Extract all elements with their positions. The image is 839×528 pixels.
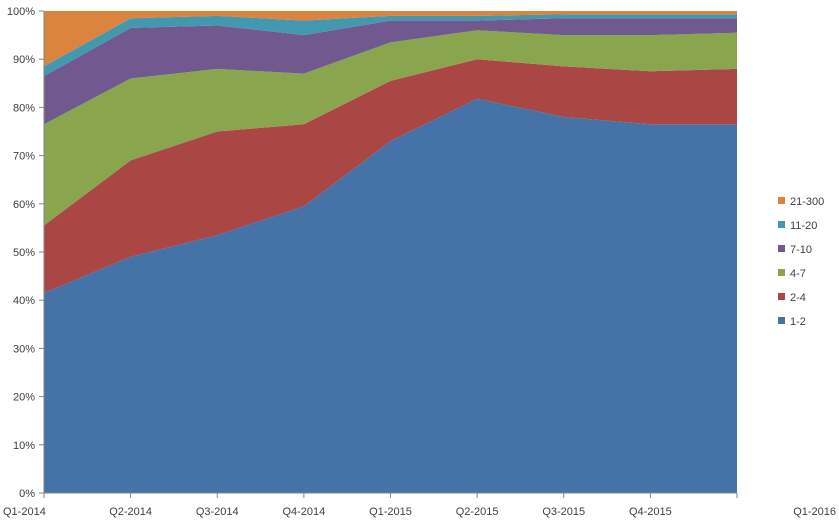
x-tick-label: Q3-2014 bbox=[196, 506, 239, 518]
x-tick-label: Q4-2015 bbox=[629, 506, 672, 518]
y-tick-label: 90% bbox=[13, 54, 35, 66]
y-tick-label: 60% bbox=[13, 199, 35, 211]
x-tick-label: Q2-2014 bbox=[109, 506, 152, 518]
x-tick-label: Q4-2014 bbox=[282, 506, 325, 518]
legend-label: 4-7 bbox=[790, 268, 806, 280]
legend-label: 7-10 bbox=[790, 244, 812, 256]
area-series-4-7 bbox=[44, 30, 737, 226]
axes-layer bbox=[39, 10, 738, 498]
legend: 21-300 11-20 7-10 4-7 2-4 1-2 bbox=[778, 196, 824, 328]
areas-layer bbox=[44, 11, 737, 493]
area-series-7-10 bbox=[44, 18, 737, 125]
x-tick-label: Q1-2016 bbox=[793, 506, 836, 518]
legend-swatch bbox=[778, 245, 785, 252]
y-tick-label: 0% bbox=[19, 488, 35, 500]
legend-swatch bbox=[778, 269, 785, 276]
legend-swatch bbox=[778, 197, 785, 204]
legend-swatch bbox=[778, 317, 785, 324]
legend-swatch bbox=[778, 293, 785, 300]
legend-label: 11-20 bbox=[790, 220, 817, 232]
legend-label: 2-4 bbox=[790, 292, 806, 304]
y-tick-label: 10% bbox=[13, 440, 35, 452]
legend-label: 21-300 bbox=[790, 196, 824, 208]
legend-label: 1-2 bbox=[790, 316, 806, 328]
tick-labels: 0% 10% 20% 30% 40% 50% 60% 70% 80% 90% 100% Q1-2014… bbox=[3, 6, 836, 518]
x-tick-label: Q1-2014 bbox=[3, 506, 46, 518]
y-tick-label: 70% bbox=[13, 151, 35, 163]
y-tick-label: 40% bbox=[13, 295, 35, 307]
area-series-1-2 bbox=[44, 98, 737, 493]
y-tick-label: 100% bbox=[7, 6, 35, 18]
legend-swatch bbox=[778, 221, 785, 228]
y-tick-label: 50% bbox=[13, 247, 35, 259]
area-series-21-300 bbox=[44, 11, 737, 67]
y-tick-label: 80% bbox=[13, 102, 35, 114]
x-tick-label: Q2-2015 bbox=[456, 506, 499, 518]
x-tick-label: Q3-2015 bbox=[542, 506, 585, 518]
y-tick-label: 30% bbox=[13, 343, 35, 355]
area-series-2-4 bbox=[44, 59, 737, 293]
x-tick-label: Q1-2015 bbox=[369, 506, 412, 518]
y-tick-label: 20% bbox=[13, 392, 35, 404]
